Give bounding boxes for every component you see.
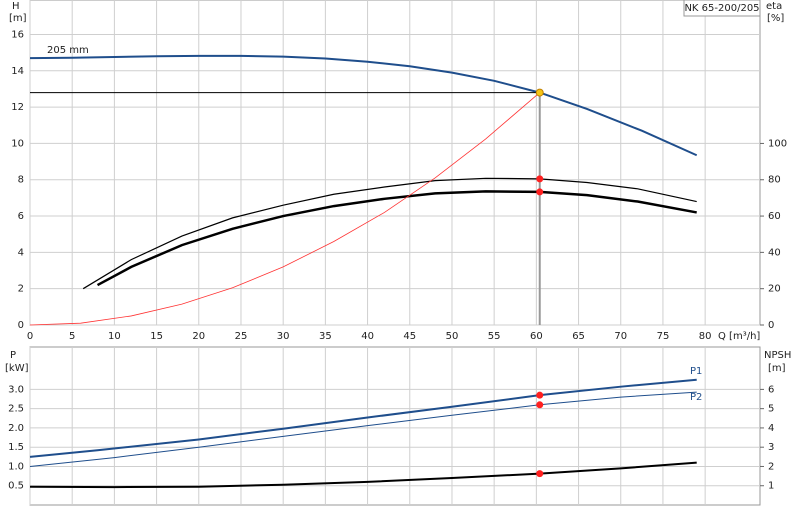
- x-label: Q [m³/h]: [718, 331, 760, 342]
- y-tick-label: 2.5: [8, 404, 24, 415]
- series-label: P1: [690, 366, 702, 377]
- x-tick-label: 65: [572, 331, 585, 342]
- y2-tick-label: 60: [768, 211, 781, 222]
- y-tick-label: 1.5: [8, 442, 24, 453]
- y-tick-label: 6: [18, 211, 24, 222]
- x-tick-label: 75: [657, 331, 670, 342]
- operating-point: [536, 470, 544, 478]
- x-tick-label: 45: [403, 331, 416, 342]
- y-label: H: [12, 1, 20, 12]
- y2-unit: [%]: [767, 13, 784, 24]
- series-label: 205 mm: [47, 45, 89, 56]
- x-tick-label: 35: [319, 331, 332, 342]
- operating-point: [536, 401, 544, 409]
- y-tick-label: 2: [18, 284, 24, 295]
- x-tick-label: 70: [614, 331, 627, 342]
- x-tick-label: 5: [69, 331, 75, 342]
- series-line: [82, 177, 697, 290]
- series-line: [96, 190, 697, 287]
- x-tick-label: 10: [108, 331, 121, 342]
- y-label: P: [10, 350, 16, 361]
- operating-point: [536, 391, 544, 399]
- x-tick-label: 0: [27, 331, 33, 342]
- y2-tick-label: 5: [768, 404, 774, 415]
- title-box: [683, 0, 761, 17]
- y2-tick-label: 3: [768, 442, 774, 453]
- y-tick-label: 0.5: [8, 481, 24, 492]
- y-tick-label: 14: [11, 66, 24, 77]
- x-tick-label: 40: [361, 331, 374, 342]
- chart-title: NK 65-200/205: [684, 3, 759, 14]
- y2-tick-label: 20: [768, 284, 781, 295]
- x-tick-label: 30: [277, 331, 290, 342]
- y-tick-label: 8: [18, 175, 24, 186]
- y2-tick-label: 40: [768, 247, 781, 258]
- operating-point: [535, 88, 544, 97]
- y2-tick-label: 100: [768, 138, 787, 149]
- y2-label: NPSH: [764, 350, 791, 361]
- y2-tick-label: 0: [768, 320, 774, 331]
- y-tick-label: 1.0: [8, 461, 24, 472]
- y2-unit: [m]: [768, 363, 786, 374]
- y-tick-label: 12: [11, 102, 24, 113]
- operating-point: [536, 188, 544, 196]
- x-tick-label: 80: [699, 331, 712, 342]
- y2-tick-label: 6: [768, 384, 774, 395]
- x-tick-label: 20: [192, 331, 205, 342]
- y2-label: eta: [766, 1, 782, 12]
- y-tick-label: 16: [11, 29, 24, 40]
- y-tick-label: 0: [18, 320, 24, 331]
- y2-tick-label: 1: [768, 481, 774, 492]
- series-line: [29, 378, 697, 458]
- x-tick-label: 55: [488, 331, 501, 342]
- y-unit: [m]: [9, 13, 27, 24]
- y2-tick-label: 80: [768, 175, 781, 186]
- y-tick-label: 10: [11, 138, 24, 149]
- operating-point: [536, 175, 544, 183]
- y2-tick-label: 4: [768, 423, 774, 434]
- y2-tick-label: 2: [768, 461, 774, 472]
- x-tick-label: 50: [446, 331, 459, 342]
- y-unit: [kW]: [5, 363, 29, 374]
- y-tick-label: 4: [18, 247, 24, 258]
- y-tick-label: 2.0: [8, 423, 24, 434]
- series-label: P2: [690, 392, 702, 403]
- x-tick-label: 60: [530, 331, 543, 342]
- x-tick-label: 15: [150, 331, 163, 342]
- y-tick-label: 3.0: [8, 384, 24, 395]
- series-line: [29, 391, 697, 467]
- head-panel: 0 5 10 15 20 25 30 35 40 45 50 55 60 65 70 75 80 0 2 4 6 8 10 1…: [11, 0, 787, 342]
- series-line: [29, 54, 698, 157]
- power-panel: 0.5 1.0 1.5 2.0 2.5 3.0 1 2 3 4 5 6 P1 P2: [8, 346, 774, 506]
- x-tick-label: 25: [235, 331, 248, 342]
- series-line: [29, 92, 540, 326]
- series-line: [29, 461, 697, 489]
